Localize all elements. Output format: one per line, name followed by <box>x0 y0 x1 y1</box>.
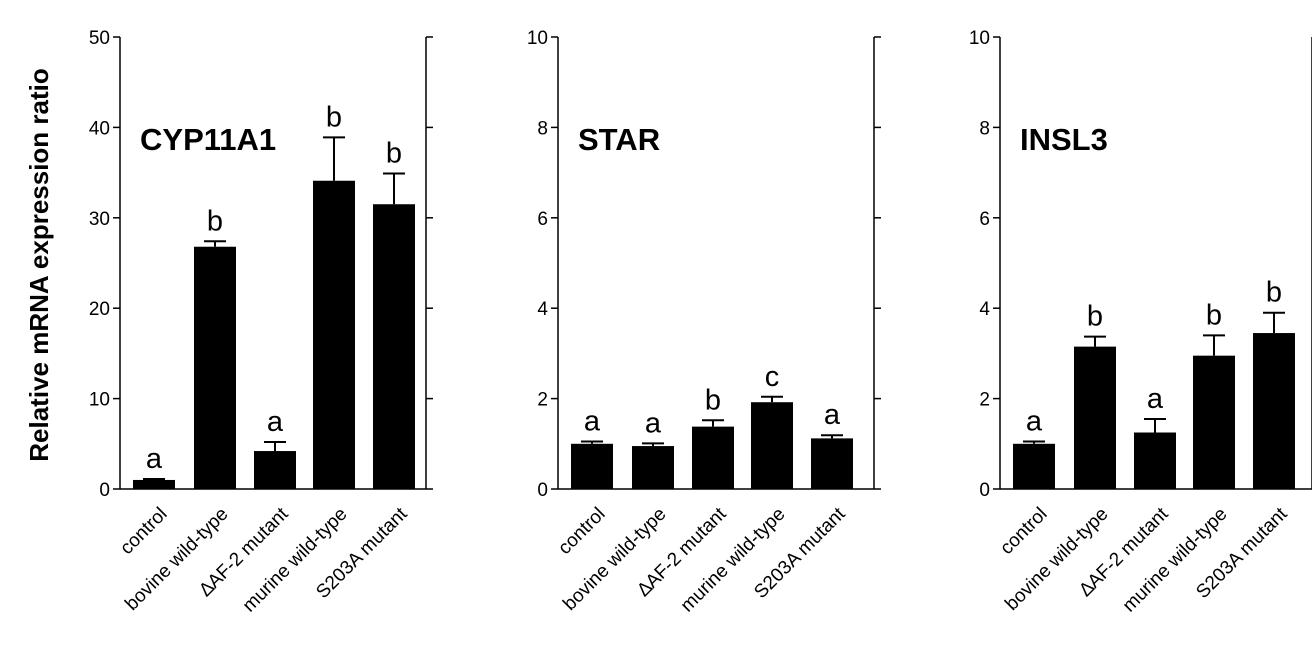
category-label-3: murine wild-type <box>677 504 790 617</box>
significance-letter-1: a <box>645 407 662 439</box>
panel-title: CYP11A1 <box>140 122 276 157</box>
significance-letter-2: a <box>267 406 284 438</box>
category-label-0: control <box>554 504 609 559</box>
significance-letter-3: b <box>326 101 342 133</box>
y-tick-label: 50 <box>89 28 110 49</box>
bar-3 <box>313 180 355 489</box>
bar-3 <box>1193 355 1235 489</box>
y-tick-label: 0 <box>979 480 990 501</box>
y-tick-label: 6 <box>979 209 990 230</box>
y-tick-label: 8 <box>979 118 990 139</box>
category-label-3: murine wild-type <box>239 504 352 617</box>
category-label-1: bovine wild-type <box>121 504 232 615</box>
bar-2 <box>692 426 734 489</box>
category-label-1: bovine wild-type <box>559 504 670 615</box>
bar-0 <box>133 479 175 489</box>
y-tick-label: 6 <box>537 209 548 230</box>
bar-4 <box>1253 333 1295 489</box>
y-tick-label: 0 <box>537 480 548 501</box>
bar-1 <box>632 446 674 489</box>
bar-0 <box>1013 443 1055 489</box>
bar-2 <box>254 451 296 489</box>
significance-letter-1: b <box>1087 301 1103 333</box>
bar-1 <box>1074 346 1116 489</box>
significance-letter-3: b <box>1206 299 1222 331</box>
bar-3 <box>751 402 793 489</box>
chart-panel-0: 0 10 20 30 40 50 CYP11A1 a control b bovine wild-t… <box>89 28 433 616</box>
y-tick-label: 30 <box>89 209 110 230</box>
significance-letter-4: a <box>824 399 841 431</box>
significance-letter-4: b <box>1266 277 1282 309</box>
y-tick-label: 40 <box>89 118 110 139</box>
bar-4 <box>373 204 415 490</box>
category-label-1: bovine wild-type <box>1001 504 1112 615</box>
bar-2 <box>1134 432 1176 489</box>
significance-letter-2: a <box>1147 383 1164 415</box>
y-tick-label: 0 <box>99 480 110 501</box>
significance-letter-3: c <box>765 361 780 393</box>
significance-letter-2: b <box>705 384 721 416</box>
y-tick-label: 4 <box>979 299 990 320</box>
y-tick-label: 2 <box>979 390 990 411</box>
significance-letter-1: b <box>207 205 223 237</box>
panel-title: STAR <box>578 122 660 157</box>
panel-title: INSL3 <box>1020 122 1108 157</box>
y-tick-label: 10 <box>89 390 110 411</box>
significance-letter-4: b <box>386 138 402 170</box>
y-tick-label: 10 <box>969 28 990 49</box>
category-label-0: control <box>996 504 1051 559</box>
bar-1 <box>194 246 236 489</box>
bar-0 <box>571 443 613 489</box>
y-tick-label: 4 <box>537 299 548 320</box>
y-axis-label: Relative mRNA expression ratio <box>24 68 54 462</box>
y-tick-label: 2 <box>537 390 548 411</box>
significance-letter-0: a <box>1026 406 1043 438</box>
significance-letter-0: a <box>584 406 601 438</box>
category-label-0: control <box>116 504 171 559</box>
y-tick-label: 10 <box>527 28 548 49</box>
y-tick-label: 20 <box>89 299 110 320</box>
category-label-3: murine wild-type <box>1119 504 1232 617</box>
y-tick-label: 8 <box>537 118 548 139</box>
significance-letter-0: a <box>146 443 163 475</box>
bar-4 <box>811 438 853 489</box>
